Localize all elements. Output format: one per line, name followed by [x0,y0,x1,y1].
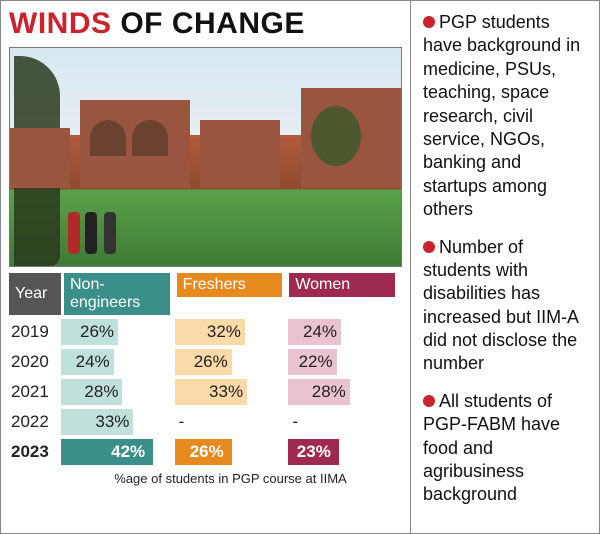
table-row: 2023 42% 26% 23% [9,437,402,467]
campus-photo [9,47,402,267]
bar-wrap: - [288,409,398,435]
bullet-list: PGP students have background in medicine… [423,11,589,507]
bar-cell: 24% [61,347,175,377]
photo-person [68,212,80,254]
year-cell: 2019 [9,317,61,347]
bar-wrap: - [175,409,285,435]
bar-wrap: 26% [61,319,171,345]
bar-cell: 26% [61,317,175,347]
chart-rows: 201926%32%24%202024%26%22%202128%33%28%2… [9,317,402,467]
photo-building [200,120,280,188]
bullet-item: All students of PGP-FABM have food and a… [423,390,589,507]
bullet-text: PGP students have background in medicine… [423,12,580,219]
table-row: 2022 33% - - [9,407,402,437]
chart-header-row: Year Non-engineers Freshers Women [9,273,402,317]
bullet-text: All students of PGP-FABM have food and a… [423,391,560,505]
bar-label: 26% [194,352,228,372]
photo-arch [132,120,168,156]
bar-label: 33% [209,382,243,402]
bar-wrap: 24% [288,319,398,345]
bar-wrap: 42% [61,439,171,465]
bar-wrap: 26% [175,349,285,375]
headline: WINDS OF CHANGE [1,1,410,43]
bar-cell: 22% [288,347,402,377]
table-row: 2021 28% 33% 28% [9,377,402,407]
header-year: Year [9,273,61,315]
year-cell: 2022 [9,407,61,437]
bar-wrap: 22% [288,349,398,375]
table-row: 2019 26% 32% 24% [9,317,402,347]
bar-label: 24% [303,322,337,342]
bar-cell: 42% [61,437,175,467]
bar-cell: - [175,407,289,437]
bar-wrap: 32% [175,319,285,345]
photo-building [10,128,70,188]
headline-word-1: WINDS [9,7,112,40]
bullet-text: Number of students with disabilities has… [423,237,578,374]
bar-wrap: 28% [61,379,171,405]
bullet-dot-icon [423,241,435,253]
headline-word-2: OF CHANGE [120,7,305,40]
bullet-item: PGP students have background in medicine… [423,11,589,222]
bar-label: 28% [84,382,118,402]
bar-label: - [288,412,298,432]
bar-label: 32% [207,322,241,342]
bar-cell: 24% [288,317,402,347]
header-freshers: Freshers [177,273,283,297]
bar-label: - [175,412,185,432]
table-row: 2020 24% 26% 22% [9,347,402,377]
bar-label: 24% [76,352,110,372]
header-nonengineers: Non-engineers [64,273,170,315]
bar-cell: 23% [288,437,402,467]
bar-label: 22% [299,352,333,372]
bar-wrap: 23% [288,439,398,465]
bar-cell: 28% [288,377,402,407]
year-cell: 2023 [9,437,61,467]
photo-person [104,212,116,254]
bar-label: 26% [80,322,114,342]
photo-arch [90,120,126,156]
chart-footnote: %age of students in PGP course at IIMA [9,467,402,490]
right-panel: PGP students have background in medicine… [411,1,599,533]
bar-wrap: 33% [175,379,285,405]
bar-cell: 33% [61,407,175,437]
bar-wrap: 33% [61,409,171,435]
photo-tree [311,106,361,166]
bar-cell: 28% [61,377,175,407]
bar-cell: 26% [175,347,289,377]
bullet-item: Number of students with disabilities has… [423,236,589,376]
bar-cell: 33% [175,377,289,407]
bar-label: 26% [190,442,224,462]
bar-label: 23% [297,442,331,462]
bar-cell: 26% [175,437,289,467]
bar-cell: 32% [175,317,289,347]
bar-cell: - [288,407,402,437]
bar-label: 28% [312,382,346,402]
bar-label: 42% [111,442,145,462]
bar-wrap: 26% [175,439,285,465]
header-women: Women [289,273,395,297]
year-cell: 2020 [9,347,61,377]
bar-wrap: 24% [61,349,171,375]
bullet-dot-icon [423,395,435,407]
year-cell: 2021 [9,377,61,407]
photo-person [85,212,97,254]
bar-chart: Year Non-engineers Freshers Women 2019 26… [1,273,410,533]
infographic-container: WINDS OF CHANGE Year Non-engineers Fresh… [0,0,600,534]
bar-label: 33% [95,412,129,432]
bar-wrap: 28% [288,379,398,405]
left-panel: WINDS OF CHANGE Year Non-engineers Fresh… [1,1,411,533]
bullet-dot-icon [423,16,435,28]
